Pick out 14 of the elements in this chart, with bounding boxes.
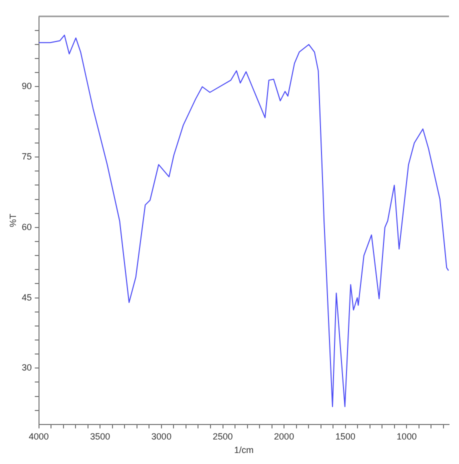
x-tick-label: 1000 <box>396 431 417 442</box>
y-axis-title: %T <box>8 213 18 228</box>
x-tick-label: 3000 <box>151 431 172 442</box>
y-tick-label: 90 <box>22 81 32 92</box>
y-tick-label: 45 <box>22 292 32 302</box>
x-axis-title: 1/cm <box>234 445 254 456</box>
x-tick-label: 4000 <box>28 431 49 442</box>
x-tick-label: 1500 <box>335 431 356 442</box>
y-tick-label: 60 <box>22 222 32 232</box>
x-tick-label: 3500 <box>90 431 110 442</box>
y-tick-label: 75 <box>22 152 32 162</box>
x-tick-label: 2000 <box>274 431 294 442</box>
x-tick-label: 2500 <box>212 431 233 442</box>
y-tick-label: 30 <box>22 362 32 373</box>
